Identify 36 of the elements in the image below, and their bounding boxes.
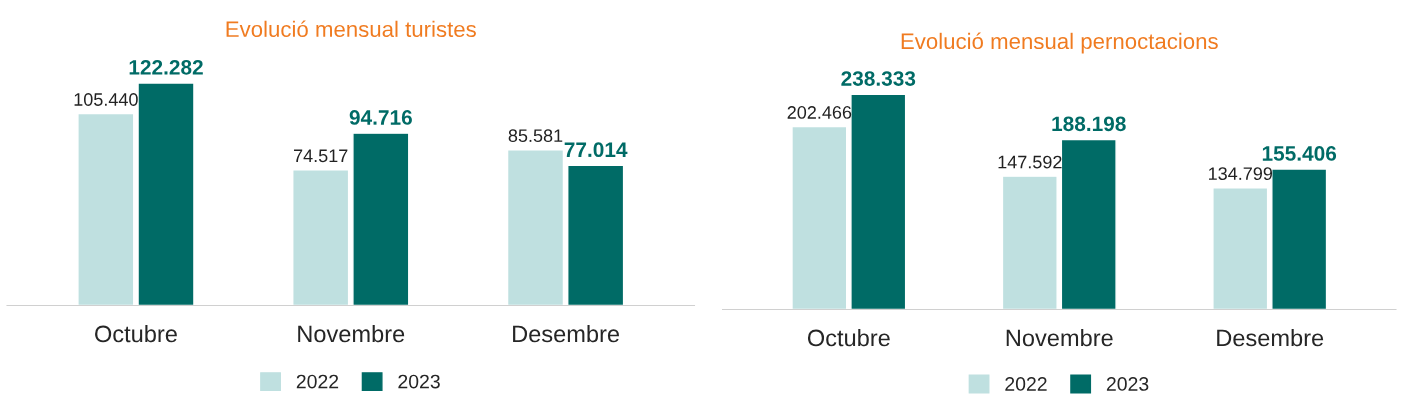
legend-label: 2022 <box>296 374 339 389</box>
bar <box>1271 168 1328 310</box>
data-label: 134.799 <box>1209 167 1273 180</box>
bar <box>506 149 565 306</box>
bar <box>850 93 907 310</box>
data-label: 147.592 <box>998 155 1062 169</box>
data-label: 77.014 <box>564 142 628 158</box>
data-label: 105.440 <box>74 93 138 106</box>
x-tick-label: Octubre <box>807 328 890 347</box>
data-label: 155.406 <box>1262 146 1337 161</box>
bar <box>1001 175 1058 310</box>
bar <box>1212 187 1269 310</box>
chart-title: Evolució mensual pernoctacions <box>901 32 1218 54</box>
x-tick-label: Novembre <box>298 324 405 343</box>
chart-title: Evolució mensual turistes <box>226 20 476 38</box>
data-label: 122.282 <box>129 59 203 75</box>
data-label: 74.517 <box>293 149 348 163</box>
data-label: 85.581 <box>508 129 563 143</box>
legend-label: 2023 <box>1106 377 1149 391</box>
x-tick-label: Novembre <box>1006 328 1113 347</box>
data-label: 94.716 <box>349 110 412 125</box>
bar <box>292 169 350 306</box>
bar <box>791 125 848 310</box>
bar <box>1060 138 1117 310</box>
bar <box>77 112 135 306</box>
bar <box>567 164 625 306</box>
data-label: 188.198 <box>1052 116 1126 132</box>
x-tick-label: Octubre <box>95 324 177 343</box>
x-tick-label: Desembre <box>1217 328 1324 347</box>
bar <box>137 82 195 306</box>
x-tick-label: Desembre <box>513 324 619 343</box>
data-label: 202.466 <box>787 106 852 119</box>
bar <box>352 132 410 306</box>
legend-label: 2023 <box>398 374 440 389</box>
data-label: 238.333 <box>841 71 916 86</box>
legend-label: 2022 <box>1005 377 1047 391</box>
